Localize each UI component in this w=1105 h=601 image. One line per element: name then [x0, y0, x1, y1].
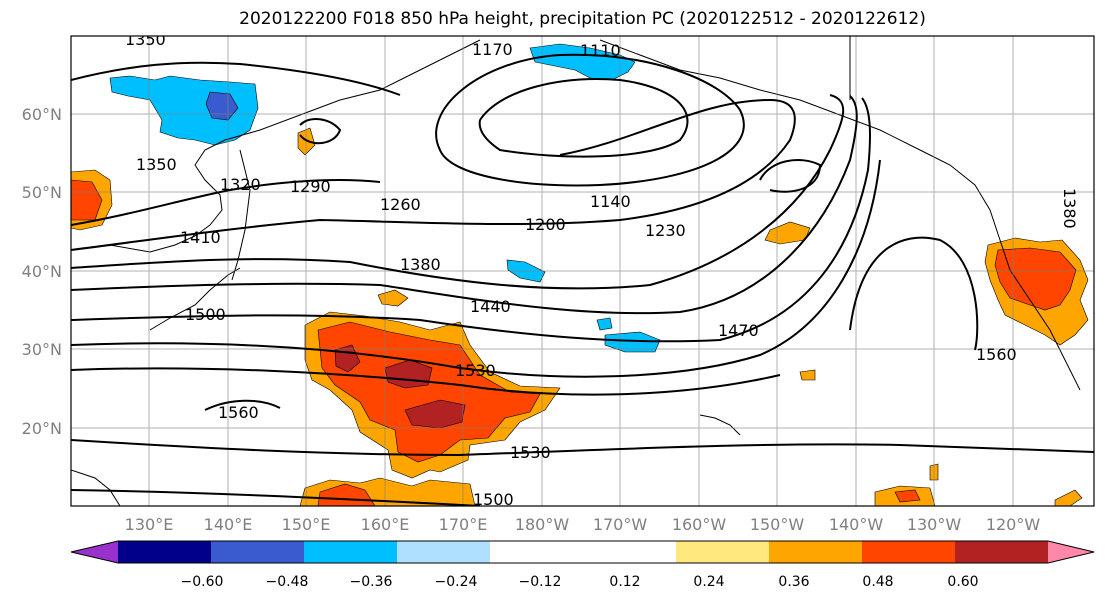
colorbar-segment — [211, 541, 305, 563]
colorbar-segment — [955, 541, 1049, 563]
contour-label: 1380 — [400, 255, 441, 274]
contour-label: 1230 — [645, 221, 686, 240]
colorbar-extend-max — [1048, 541, 1094, 563]
colorbar-tick-label: 0.60 — [947, 574, 978, 590]
contour-label: 1200 — [525, 215, 566, 234]
colorbar-tick-label: −0.48 — [266, 574, 309, 590]
map-frame — [70, 35, 1095, 507]
lon-label: 160°E — [361, 515, 410, 534]
contour-label: 1290 — [290, 177, 331, 196]
lon-label: 120°W — [986, 515, 1041, 534]
contour-label: 1500 — [185, 305, 226, 324]
lat-label: 20°N — [22, 419, 62, 438]
lat-label: 40°N — [22, 262, 62, 281]
contour-label: 1110 — [580, 41, 621, 60]
contour-label: 1530 — [455, 361, 496, 380]
contour-label: 1560 — [218, 403, 259, 422]
contour-label: 1170 — [472, 40, 513, 59]
lon-label: 170°W — [593, 515, 648, 534]
lon-label: 150°E — [282, 515, 331, 534]
colorbar-tick-label: −0.24 — [435, 574, 478, 590]
longitude-labels: 130°E 140°E 150°E 160°E 170°E 180°W 170°… — [125, 515, 1041, 534]
colorbar-segment — [769, 541, 863, 563]
contour-label: 1470 — [718, 321, 759, 340]
contour-label: 1530 — [510, 443, 551, 462]
lon-label: 130°W — [907, 515, 962, 534]
colorbar-tick-labels: −0.60 −0.48 −0.36 −0.24 −0.12 0.12 0.24 … — [181, 574, 979, 590]
colorbar-tick-label: −0.36 — [350, 574, 393, 590]
map-title: 2020122200 F018 850 hPa height, precipit… — [239, 9, 926, 29]
colorbar-tick-label: 0.24 — [693, 574, 724, 590]
lon-label: 150°W — [750, 515, 805, 534]
colorbar-tick-label: −0.12 — [519, 574, 562, 590]
contour-label: 1560 — [976, 345, 1017, 364]
lon-label: 140°E — [204, 515, 253, 534]
height-contours — [71, 53, 1094, 506]
lon-label: 130°E — [125, 515, 174, 534]
colorbar-segment — [676, 541, 770, 563]
colorbar-tick-label: −0.60 — [181, 574, 224, 590]
colorbar-tick-label: 0.48 — [862, 574, 893, 590]
contour-label: 1350 — [125, 30, 166, 49]
coastlines — [71, 36, 1081, 506]
colorbar-segment — [862, 541, 956, 563]
contour-label: 1500 — [473, 490, 514, 509]
colorbar-outline — [70, 540, 1095, 564]
colorbar — [70, 540, 1095, 564]
contour-label: 1260 — [380, 195, 421, 214]
colorbar-tick-label: 0.12 — [609, 574, 640, 590]
contour-label: 1440 — [470, 297, 511, 316]
lon-label: 160°W — [672, 515, 727, 534]
latitude-labels: 60°N 50°N 40°N 30°N 20°N — [22, 105, 62, 438]
lon-label: 170°E — [439, 515, 488, 534]
lat-label: 60°N — [22, 105, 62, 124]
colorbar-segment — [583, 541, 677, 563]
contour-label: 1350 — [136, 155, 177, 174]
lon-label: 180°W — [515, 515, 570, 534]
colorbar-extend-min — [71, 541, 118, 563]
precipitation-shading — [71, 43, 1089, 506]
contour-label: 1140 — [590, 192, 631, 211]
colorbar-segment — [304, 541, 398, 563]
contour-label: 1380 — [1060, 188, 1079, 229]
contour-label: 1320 — [220, 175, 261, 194]
lat-label: 50°N — [22, 183, 62, 202]
colorbar-segment — [490, 541, 584, 563]
colorbar-segment — [118, 541, 212, 563]
colorbar-tick-label: 0.36 — [778, 574, 809, 590]
lat-label: 30°N — [22, 340, 62, 359]
contour-labels: 1350 1170 1110 1350 1320 1290 1260 1140 … — [125, 30, 1079, 509]
colorbar-segment — [397, 541, 491, 563]
contour-label: 1410 — [180, 228, 221, 247]
lon-label: 140°W — [829, 515, 884, 534]
